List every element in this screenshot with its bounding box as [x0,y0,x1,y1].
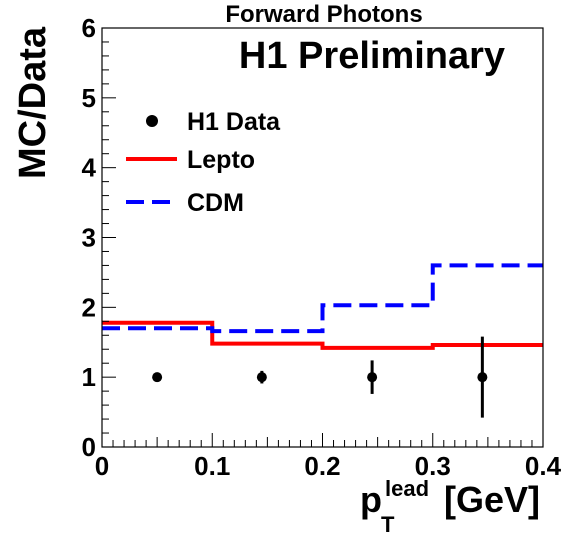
y-axis-label: MC/Data [12,26,54,179]
x-tick-label: 0.4 [525,451,562,481]
legend-label: CDM [187,189,244,217]
x-axis-label-superscript: lead [385,476,429,501]
data-point [367,372,378,383]
x-tick-labels: 0 0.1 0.2 0.3 0.4 [95,451,562,481]
y-tick-label: 5 [82,83,96,113]
x-tick-label: 0 [95,451,109,481]
data-point [256,372,267,383]
plot-marks [102,263,543,418]
y-tick-label: 0 [82,432,96,462]
x-tick-label: 0.1 [194,451,230,481]
x-tick-label: 0.2 [304,451,340,481]
plot-frame [101,27,544,448]
data-point [152,372,163,383]
y-tick-label: 6 [82,13,96,43]
x-axis-label-subscript: T [381,512,395,537]
x-axis-label: p lead T [GeV] [360,463,540,540]
y-tick-labels: 0 1 2 3 4 5 6 [82,13,97,462]
y-tick-label: 3 [82,223,96,253]
legend-label: Lepto [187,146,255,174]
x-axis-label-unit: [GeV] [444,479,540,520]
legend-label: H1 Data [187,108,281,136]
legend: H1 Data Lepto CDM [126,108,281,217]
lepto-step-line [102,320,543,350]
experiment-label: H1 Preliminary [239,35,505,77]
y-tick-label: 1 [82,362,96,392]
cdm-step-line [102,263,543,334]
y-tick-label: 2 [82,292,96,322]
y-tick-label: 4 [82,153,97,183]
chart-title: Forward Photons [225,1,422,28]
x-tick-label: 0.3 [415,451,451,481]
legend-marker-points [146,115,158,127]
data-point [477,372,488,383]
x-axis-label-main: p [360,479,382,520]
